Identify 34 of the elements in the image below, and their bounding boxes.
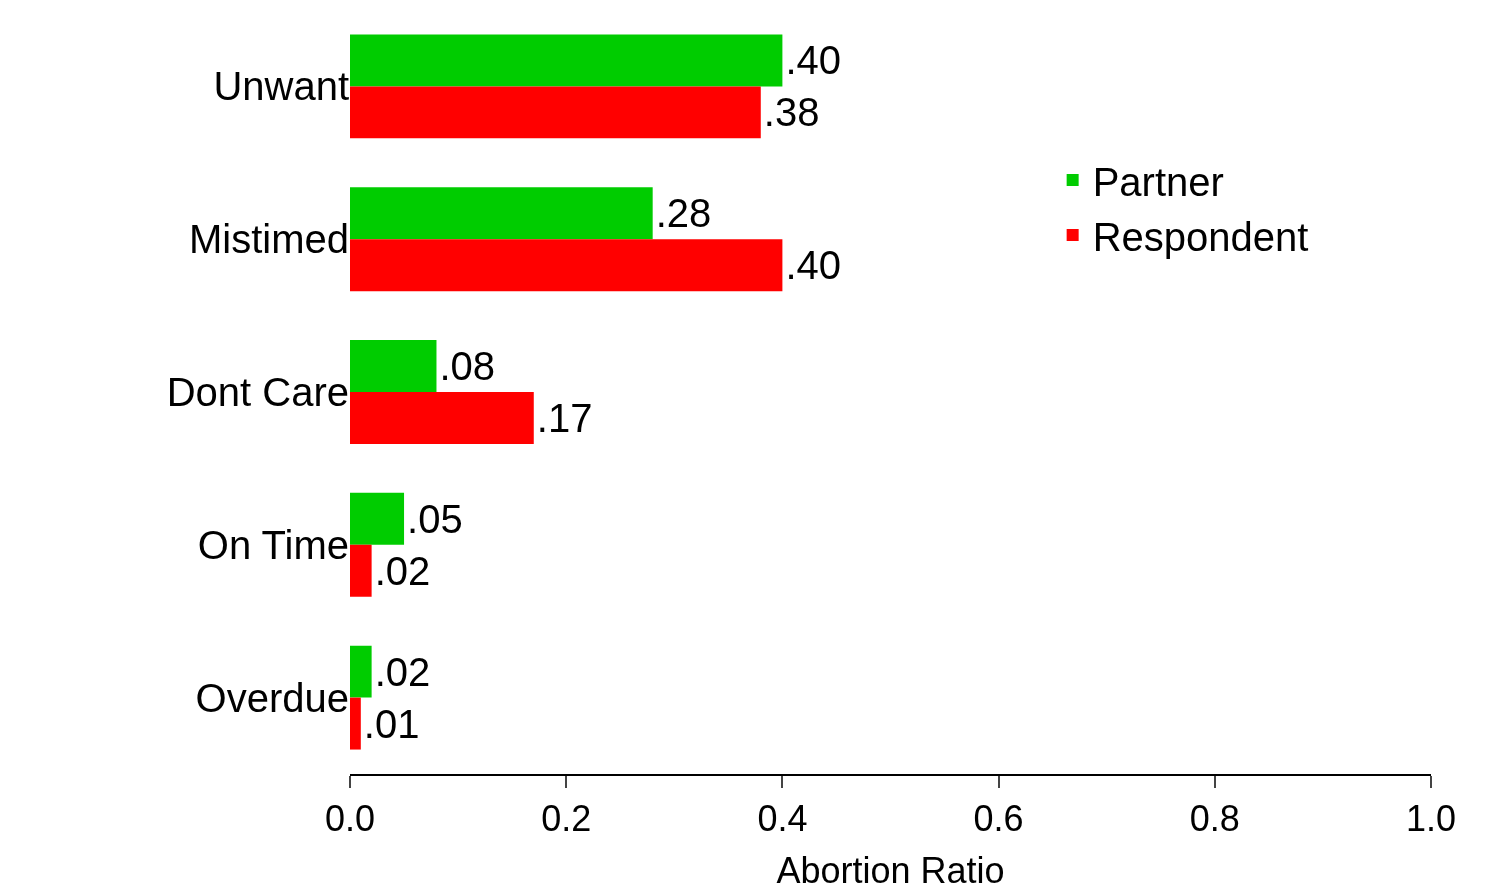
data-label: .40 bbox=[785, 243, 842, 288]
x-tick-label: 0.6 bbox=[973, 798, 1024, 840]
x-tick-label: 1.0 bbox=[1405, 798, 1457, 840]
data-label: .02 bbox=[374, 548, 431, 593]
data-label: .28 bbox=[655, 191, 712, 236]
x-axis-title: Abortion Ratio bbox=[776, 850, 1005, 892]
y-tick-label: Mistimed bbox=[188, 217, 349, 262]
bar bbox=[350, 544, 372, 597]
data-label: .38 bbox=[763, 90, 820, 135]
data-label: .02 bbox=[374, 649, 431, 694]
data-label: .08 bbox=[439, 344, 496, 389]
bar bbox=[350, 392, 534, 444]
y-tick-label: On Time bbox=[197, 522, 349, 567]
bar bbox=[350, 340, 437, 392]
bar bbox=[350, 492, 405, 545]
x-tick-label: 0.0 bbox=[324, 798, 376, 840]
legend-label: Partner bbox=[1092, 159, 1224, 204]
bar bbox=[350, 187, 653, 240]
bar bbox=[350, 697, 361, 750]
bar bbox=[350, 645, 372, 698]
data-label: .05 bbox=[407, 496, 463, 541]
x-tick-label: 0.8 bbox=[1189, 798, 1240, 840]
data-label: .17 bbox=[536, 395, 593, 440]
x-tick-label: 0.2 bbox=[541, 798, 592, 840]
y-tick-label: Unwant bbox=[213, 64, 349, 109]
bar bbox=[350, 239, 783, 292]
y-tick-label: Dont Care bbox=[166, 370, 349, 414]
bar bbox=[350, 34, 783, 87]
data-label: .40 bbox=[785, 38, 842, 83]
bar bbox=[350, 86, 761, 139]
data-label: .01 bbox=[363, 701, 420, 746]
y-tick-label: Overdue bbox=[195, 675, 349, 720]
legend-label: Respondent bbox=[1092, 214, 1309, 259]
x-tick-label: 0.4 bbox=[757, 798, 808, 840]
